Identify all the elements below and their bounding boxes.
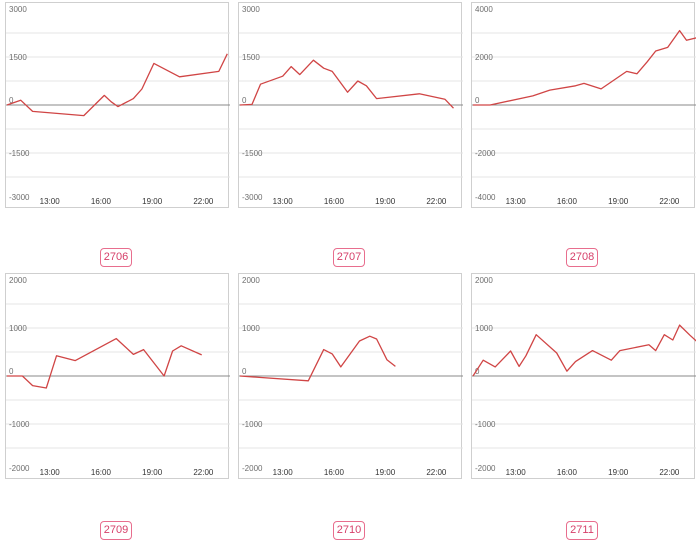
y-tick-label: 3000 xyxy=(9,5,27,14)
x-tick-label: 13:00 xyxy=(40,468,61,477)
y-tick-label: -3000 xyxy=(9,193,30,202)
chart-id-badge[interactable]: 2710 xyxy=(333,521,365,540)
chart-svg: 2000 1000 0 -1000 -2000 13:00 16:00 19:00 22:00 xyxy=(472,276,696,477)
y-tick-label: 4000 xyxy=(475,5,493,14)
x-tick-label: 16:00 xyxy=(324,468,345,477)
chart-svg: 3000 1500 0 -1500 -3000 13:00 16:00 19:00 22:00 xyxy=(239,5,463,206)
x-tick-label: 16:00 xyxy=(557,468,578,477)
y-tick-label: 2000 xyxy=(242,276,260,285)
y-tick-label: 0 xyxy=(475,367,480,376)
x-tick-label: 22:00 xyxy=(659,197,680,206)
chart-id-badge[interactable]: 2711 xyxy=(566,521,598,540)
x-tick-label: 22:00 xyxy=(426,197,447,206)
y-tick-label: -2000 xyxy=(475,464,496,473)
x-tick-label: 16:00 xyxy=(324,197,345,206)
chart-panel-2711: 2000 1000 0 -1000 -2000 13:00 16:00 19:00 22:00 xyxy=(471,273,696,479)
x-tick-label: 13:00 xyxy=(506,468,527,477)
series-line xyxy=(6,53,228,117)
y-tick-label: 0 xyxy=(475,96,480,105)
chart-id-badge[interactable]: 2707 xyxy=(333,248,365,267)
series-line xyxy=(7,337,202,389)
y-tick-label: -3000 xyxy=(242,193,263,202)
y-tick-label: 2000 xyxy=(475,53,493,62)
x-tick-label: 13:00 xyxy=(273,197,294,206)
y-tick-label: 0 xyxy=(9,96,14,105)
x-tick-label: 16:00 xyxy=(91,468,112,477)
y-tick-label: -2000 xyxy=(9,464,30,473)
x-tick-label: 19:00 xyxy=(375,197,396,206)
y-tick-label: 1000 xyxy=(242,324,260,333)
x-tick-label: 19:00 xyxy=(608,197,629,206)
chart-panel-2708: 4000 2000 0 -2000 -4000 13:00 16:00 19:00 22:00 xyxy=(471,2,696,208)
y-tick-label: -1000 xyxy=(475,420,496,429)
y-tick-label: -2000 xyxy=(475,149,496,158)
chart-svg: 4000 2000 0 -2000 -4000 13:00 16:00 19:00 22:00 xyxy=(472,5,696,206)
chart-svg: 2000 1000 0 -1000 -2000 13:00 16:00 19:00 22:00 xyxy=(6,276,230,477)
y-tick-label: -1500 xyxy=(242,149,263,158)
x-tick-label: 16:00 xyxy=(557,197,578,206)
series-line xyxy=(239,335,396,382)
y-tick-label: -4000 xyxy=(475,193,496,202)
chart-svg: 2000 1000 0 -1000 -2000 13:00 16:00 19:00 22:00 xyxy=(239,276,463,477)
y-tick-label: -1000 xyxy=(242,420,263,429)
x-tick-label: 22:00 xyxy=(193,197,214,206)
x-tick-label: 13:00 xyxy=(273,468,294,477)
y-tick-label: 0 xyxy=(9,367,14,376)
x-tick-label: 19:00 xyxy=(608,468,629,477)
series-line xyxy=(473,29,696,106)
y-tick-label: -2000 xyxy=(242,464,263,473)
y-tick-label: 2000 xyxy=(475,276,493,285)
chart-id-badge[interactable]: 2708 xyxy=(566,248,598,267)
x-tick-label: 13:00 xyxy=(40,197,61,206)
chart-svg: 3000 1500 0 -1500 -3000 13:00 16:00 19:00 22:00 xyxy=(6,5,230,206)
y-tick-label: 1000 xyxy=(475,324,493,333)
x-tick-label: 22:00 xyxy=(193,468,214,477)
chart-id-badge[interactable]: 2709 xyxy=(100,521,132,540)
y-tick-label: 2000 xyxy=(9,276,27,285)
x-tick-label: 19:00 xyxy=(375,468,396,477)
chart-panel-2710: 2000 1000 0 -1000 -2000 13:00 16:00 19:00 22:00 xyxy=(238,273,463,479)
series-line xyxy=(239,59,454,109)
y-tick-label: 0 xyxy=(242,96,247,105)
y-tick-label: -1500 xyxy=(9,149,30,158)
x-tick-label: 19:00 xyxy=(142,197,163,206)
x-tick-label: 16:00 xyxy=(91,197,112,206)
chart-panel-2709: 2000 1000 0 -1000 -2000 13:00 16:00 19:00 22:00 xyxy=(5,273,230,479)
x-tick-label: 22:00 xyxy=(659,468,680,477)
y-tick-label: 1500 xyxy=(242,53,260,62)
y-tick-label: 1500 xyxy=(9,53,27,62)
chart-id-badge[interactable]: 2706 xyxy=(100,248,132,267)
x-tick-label: 22:00 xyxy=(426,468,447,477)
y-tick-label: 0 xyxy=(242,367,247,376)
y-tick-label: -1000 xyxy=(9,420,30,429)
chart-panel-2707: 3000 1500 0 -1500 -3000 13:00 16:00 19:00 22:00 xyxy=(238,2,463,208)
series-line xyxy=(472,324,696,377)
chart-panel-2706: 3000 1500 0 -1500 -3000 13:00 16:00 19:00 22:00 xyxy=(5,2,230,208)
x-tick-label: 19:00 xyxy=(142,468,163,477)
y-tick-label: 3000 xyxy=(242,5,260,14)
y-tick-label: 1000 xyxy=(9,324,27,333)
x-tick-label: 13:00 xyxy=(506,197,527,206)
